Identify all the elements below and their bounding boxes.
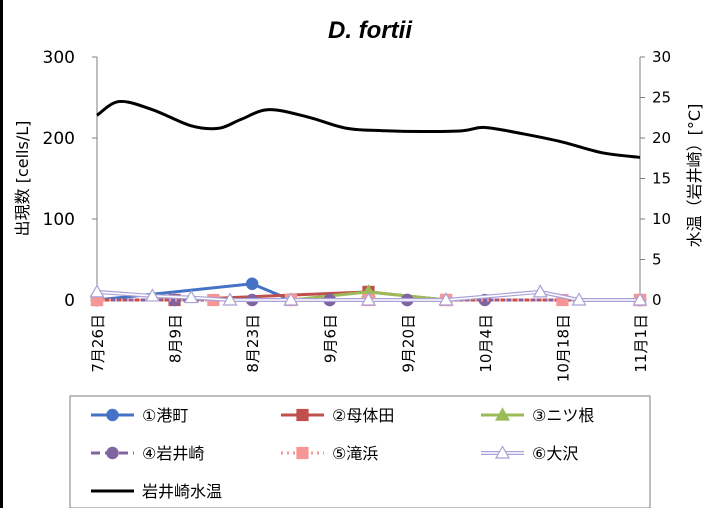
- legend-label: ⑥大沢: [532, 444, 578, 463]
- legend-swatch-marker: [296, 446, 309, 460]
- legend-entry: 岩井崎水温: [91, 482, 222, 501]
- x-tick-label: 9月6日: [322, 314, 340, 363]
- legend-entry: ⑥大沢: [481, 444, 578, 463]
- right-tick-label: 25: [652, 89, 671, 107]
- left-tick-label: 0: [64, 291, 75, 311]
- series-line-inner: [96, 291, 640, 301]
- legend-entry: ①港町: [91, 406, 188, 425]
- legend-entry: ③ニツ根: [481, 406, 594, 425]
- x-tick-label: 10月18日: [554, 314, 572, 382]
- x-tick-label: 11月1日: [632, 314, 650, 373]
- legend-label: ②母体田: [332, 406, 394, 425]
- y-axis-title-left: 出現数 [cells/L]: [13, 121, 32, 237]
- x-tick-label: 9月20日: [399, 314, 417, 373]
- legend-label: ⑤滝浜: [332, 444, 378, 463]
- right-tick-label: 10: [652, 210, 671, 228]
- left-tick-label: 300: [43, 48, 75, 68]
- legend-box: [69, 395, 651, 509]
- legend-label: ①港町: [142, 406, 188, 425]
- series-6: [89, 284, 648, 306]
- legend-swatch-marker: [106, 446, 119, 460]
- legend-swatch-marker: [296, 408, 309, 422]
- data-point: [144, 288, 160, 302]
- left-border: [0, 0, 3, 508]
- legend-label: ③ニツ根: [532, 406, 594, 425]
- series-7: [96, 99, 641, 159]
- legend-label: 岩井崎水温: [142, 482, 222, 501]
- x-tick-label: 7月26日: [89, 314, 107, 373]
- data-point: [183, 289, 199, 304]
- data-point: [222, 292, 238, 306]
- legend-entry: ②母体田: [281, 406, 394, 425]
- right-tick-label: 20: [652, 129, 671, 147]
- data-point: [360, 292, 377, 306]
- data-point: [571, 292, 587, 306]
- data-point: [283, 292, 299, 306]
- right-tick-label: 5: [652, 251, 662, 269]
- legend-label: ④岩井崎: [142, 444, 204, 463]
- data-point: [89, 284, 105, 298]
- right-tick-label: 30: [652, 48, 671, 66]
- data-point: [532, 284, 548, 298]
- plot-area: [89, 99, 648, 307]
- left-tick-label: 100: [43, 210, 75, 230]
- data-point: [632, 292, 648, 306]
- data-point: [438, 292, 454, 306]
- series-line: [96, 99, 641, 159]
- legend-swatch-marker: [494, 445, 511, 459]
- legend-entry: ④岩井崎: [91, 444, 204, 463]
- legend-swatch-marker: [494, 407, 511, 421]
- x-tick-label: 8月9日: [167, 314, 185, 363]
- x-tick-label: 8月23日: [244, 314, 262, 373]
- left-tick-label: 200: [43, 129, 75, 149]
- data-point: [245, 277, 259, 291]
- legend-swatch-marker: [106, 408, 119, 422]
- x-tick-label: 10月4日: [477, 314, 495, 373]
- right-tick-label: 0: [652, 291, 662, 309]
- chart-title: D. fortii: [328, 17, 413, 44]
- axes: 0 100 200 300 0 5 10 15 20 25 30 7月26日 8月9日 8月23日 9月6日…: [13, 48, 704, 382]
- y-axis-title-right: 水温（岩井崎）[°C]: [685, 104, 704, 248]
- legend-entry: ⑤滝浜: [281, 444, 378, 463]
- right-tick-label: 15: [652, 170, 671, 188]
